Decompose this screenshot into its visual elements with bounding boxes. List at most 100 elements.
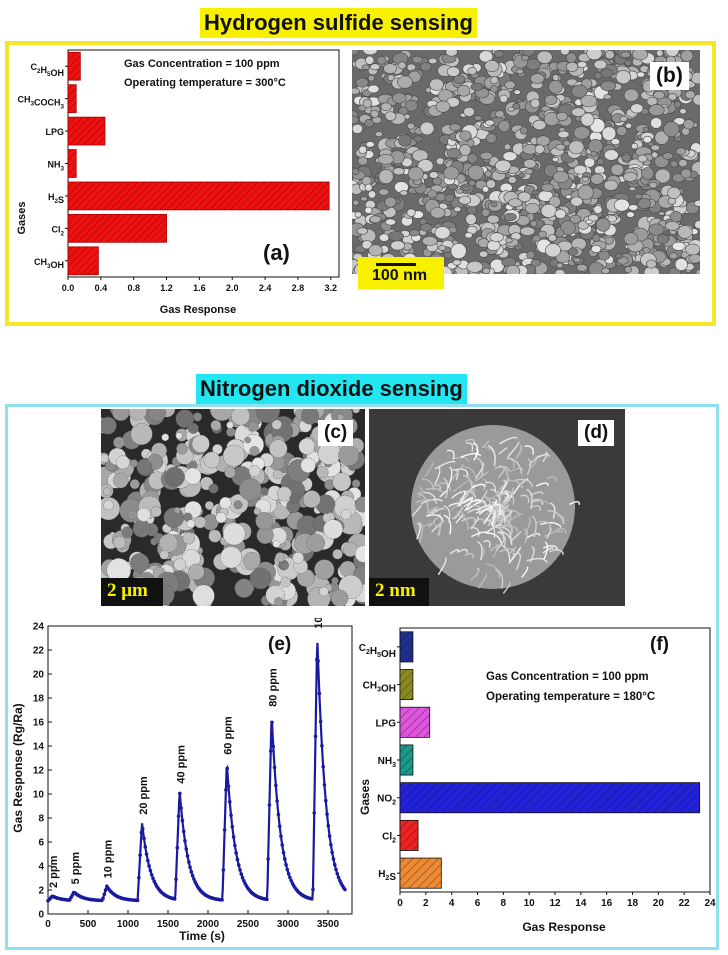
sem-d-petal <box>461 517 477 522</box>
chart-e-point <box>149 872 154 877</box>
sem-b-grain <box>547 234 557 242</box>
sem-b-grain <box>375 131 383 138</box>
chart-a-bar-ch3oh <box>67 246 99 276</box>
sem-d-petal <box>542 547 554 554</box>
h2s-section-frame <box>5 41 716 326</box>
sem-c-cluster <box>215 511 227 523</box>
sem-b-grain <box>607 215 617 223</box>
sem-d-petal <box>417 487 423 498</box>
sem-b-grain <box>694 220 700 230</box>
chart-a-annotation-1: Gas Concentration = 100 ppm <box>124 58 280 70</box>
sem-c-cluster <box>188 563 205 581</box>
sem-c-cluster <box>255 409 280 424</box>
sem-b-grain <box>365 141 375 148</box>
sem-d-petal <box>426 506 439 514</box>
chart-e-point <box>329 842 333 847</box>
sem-b-grain <box>490 76 499 85</box>
chart-e-xtick-label: 500 <box>80 919 97 930</box>
sem-b-grain <box>464 232 473 239</box>
sem-c-cluster <box>331 576 339 585</box>
sem-b-grain <box>355 77 369 88</box>
sem-d-petal <box>446 466 453 490</box>
sem-c-cluster <box>183 512 193 522</box>
sem-d-petal <box>546 476 557 482</box>
sem-d-petal <box>463 466 477 481</box>
sem-b-grain <box>397 75 413 89</box>
sem-b-grain <box>630 103 644 114</box>
sem-c-cluster <box>204 500 214 511</box>
chart-a-ytick-label: LPG <box>45 127 64 137</box>
sem-b-grain <box>587 214 599 222</box>
sem-b-grain <box>390 240 405 251</box>
chart-e-point <box>148 868 153 873</box>
sem-b-grain <box>361 240 373 250</box>
sem-b-grain <box>367 74 375 82</box>
chart-e-point <box>238 868 242 872</box>
chart-e-point <box>280 843 285 847</box>
chart-e-point <box>318 719 323 724</box>
sem-b-grain <box>360 196 368 202</box>
sem-b-grain <box>384 196 397 208</box>
sem-c-cluster <box>289 493 301 505</box>
sem-b-grain <box>420 223 433 232</box>
chart-e-point <box>222 828 227 832</box>
sem-b-grain <box>637 198 651 210</box>
chart-f-ytick-label: Cl2 <box>382 831 396 844</box>
sem-b-grain <box>636 71 645 78</box>
sem-b-grain <box>446 147 461 159</box>
sem-b-grain <box>498 120 511 133</box>
sem-b-grain <box>362 98 373 108</box>
sem-b-grain <box>485 133 497 144</box>
chart-e-point <box>266 857 270 861</box>
chart-e-point <box>242 879 246 883</box>
sem-d-petal <box>499 436 518 445</box>
sem-b-grain <box>428 171 439 179</box>
sem-b-grain <box>590 173 604 185</box>
sem-b-grain <box>387 231 404 242</box>
sem-c-cluster <box>159 550 169 560</box>
sem-d-petal <box>531 505 541 512</box>
sem-d-petal <box>420 522 437 529</box>
sem-d-petal <box>424 462 434 478</box>
chart-f-bar-hatch <box>400 858 442 889</box>
chart-e-point <box>178 791 182 796</box>
sem-c-cluster <box>136 459 153 475</box>
chart-e-point <box>230 825 235 829</box>
sem-d-petal <box>494 465 510 472</box>
chart-f-bar-hatch <box>400 631 413 662</box>
sem-b-grain <box>408 229 420 237</box>
sem-b-grain <box>465 213 477 225</box>
sem-b-grain <box>573 257 581 263</box>
sem-b-grain <box>537 230 547 239</box>
sem-b-grain <box>368 244 383 257</box>
sem-c-cluster <box>136 507 151 522</box>
panel-label-d: (d) <box>578 420 615 446</box>
sem-b-grain <box>601 126 617 141</box>
sem-b-grain <box>397 61 407 70</box>
sem-b-grain <box>536 50 553 64</box>
panel-label-f: (f) <box>650 634 669 656</box>
chart-e-xtick-label: 0 <box>45 919 51 930</box>
sem-d-petal <box>459 490 466 503</box>
chart-e-pulse-label: 80 ppm <box>267 668 279 707</box>
chart-f-xtick-label: 12 <box>549 898 561 909</box>
sem-c-cluster <box>129 479 140 490</box>
chart-e-point <box>268 749 273 753</box>
sem-d-petal <box>442 477 449 499</box>
chart-e-pulse-label: 20 ppm <box>138 776 150 815</box>
sem-b-grain <box>675 147 687 156</box>
chart-e-point <box>334 867 338 872</box>
sem-d-petal <box>547 510 565 525</box>
sem-c-cluster <box>173 558 187 571</box>
sem-c-cluster <box>226 427 236 437</box>
chart-e-point <box>332 862 337 867</box>
sem-d-petal <box>483 540 491 548</box>
sem-b-grain <box>541 183 555 192</box>
sem-d-petal <box>555 528 567 534</box>
sem-b-grain <box>525 202 540 214</box>
sem-b-grain <box>560 220 576 236</box>
sem-b-grain <box>369 63 381 71</box>
sem-d-petal <box>485 481 497 492</box>
sem-b-grain <box>670 160 678 168</box>
